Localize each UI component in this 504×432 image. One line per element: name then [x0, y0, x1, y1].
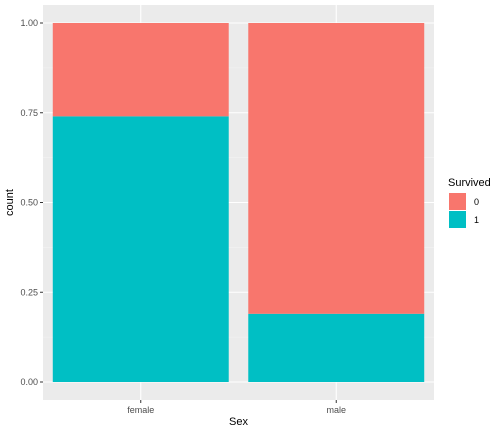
x-tick-label: female [127, 405, 154, 415]
legend: Survived 0 1 [448, 177, 491, 228]
x-axis-title: Sex [229, 416, 248, 428]
y-tick-label: 1.00 [20, 18, 38, 28]
bar-female-survived-1 [52, 116, 229, 382]
legend-label: 1 [474, 215, 479, 225]
y-tick-label: 0.25 [20, 287, 38, 297]
legend-title: Survived [448, 177, 491, 189]
bar-male-survived-0 [248, 23, 425, 314]
y-axis-title: count [4, 189, 16, 216]
y-axis-ticks: 0.00 0.25 0.50 0.75 1.00 [20, 18, 43, 387]
bar-male-survived-1 [248, 313, 425, 382]
y-tick-label: 0.75 [20, 108, 38, 118]
y-tick-label: 0.50 [20, 198, 38, 208]
bar-female-survived-0 [52, 23, 229, 117]
x-tick-label: male [326, 405, 346, 415]
y-tick-label: 0.00 [20, 377, 38, 387]
legend-label: 0 [474, 197, 479, 207]
bar-stacks [52, 23, 425, 382]
x-axis-ticks: female male [127, 400, 346, 415]
legend-key-0 [449, 193, 466, 210]
legend-key-1 [449, 211, 466, 228]
